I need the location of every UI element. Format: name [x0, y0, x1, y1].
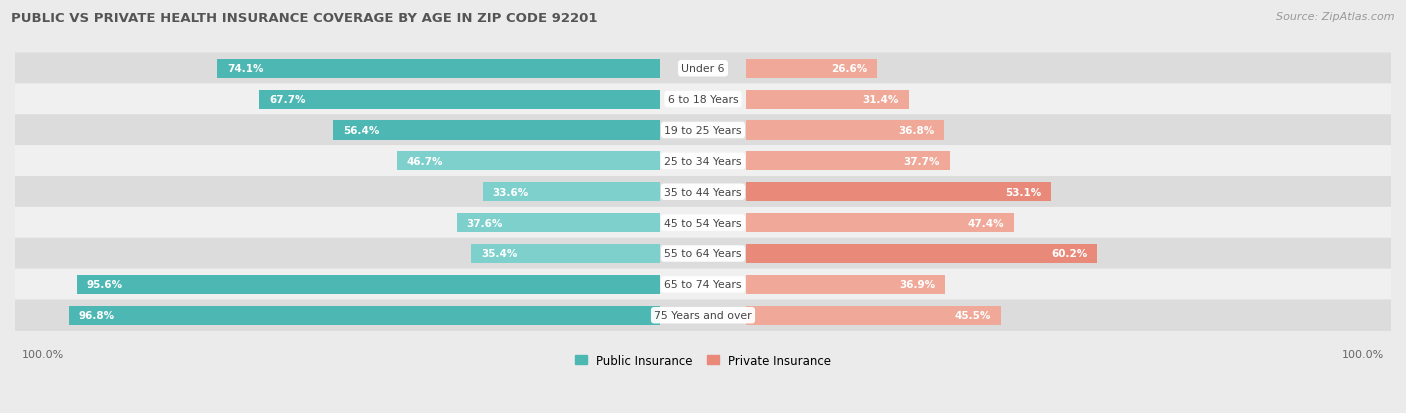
Bar — [396, 152, 661, 171]
Text: 67.7%: 67.7% — [269, 95, 305, 105]
FancyBboxPatch shape — [15, 176, 1391, 208]
Bar — [457, 214, 661, 233]
Text: PUBLIC VS PRIVATE HEALTH INSURANCE COVERAGE BY AGE IN ZIP CODE 92201: PUBLIC VS PRIVATE HEALTH INSURANCE COVER… — [11, 12, 598, 25]
Text: 36.9%: 36.9% — [898, 280, 935, 290]
Legend: Public Insurance, Private Insurance: Public Insurance, Private Insurance — [571, 349, 835, 371]
Text: 25 to 34 Years: 25 to 34 Years — [664, 157, 742, 166]
Bar — [333, 121, 661, 140]
Bar — [482, 183, 661, 202]
Bar — [745, 59, 877, 78]
FancyBboxPatch shape — [15, 269, 1391, 300]
Bar — [218, 59, 661, 78]
Text: 96.8%: 96.8% — [79, 311, 115, 320]
Text: 56.4%: 56.4% — [343, 126, 380, 135]
Text: 35 to 44 Years: 35 to 44 Years — [664, 187, 742, 197]
Text: 100.0%: 100.0% — [21, 349, 63, 359]
Text: 95.6%: 95.6% — [86, 280, 122, 290]
Bar — [259, 90, 661, 109]
FancyBboxPatch shape — [15, 238, 1391, 270]
Bar — [745, 275, 945, 294]
Bar — [69, 306, 661, 325]
Bar — [745, 244, 1098, 263]
Text: 31.4%: 31.4% — [862, 95, 898, 105]
Text: 36.8%: 36.8% — [898, 126, 935, 135]
Text: 33.6%: 33.6% — [492, 187, 529, 197]
Bar — [745, 152, 950, 171]
Text: 53.1%: 53.1% — [1005, 187, 1040, 197]
Bar — [745, 90, 908, 109]
Text: 74.1%: 74.1% — [228, 64, 264, 74]
Text: 55 to 64 Years: 55 to 64 Years — [664, 249, 742, 259]
Text: Source: ZipAtlas.com: Source: ZipAtlas.com — [1277, 12, 1395, 22]
FancyBboxPatch shape — [15, 207, 1391, 239]
Bar — [745, 306, 1001, 325]
Text: Under 6: Under 6 — [682, 64, 724, 74]
FancyBboxPatch shape — [15, 146, 1391, 177]
Bar — [745, 214, 1014, 233]
Bar — [76, 275, 661, 294]
FancyBboxPatch shape — [15, 84, 1391, 116]
FancyBboxPatch shape — [15, 115, 1391, 146]
Text: 26.6%: 26.6% — [831, 64, 868, 74]
Text: 65 to 74 Years: 65 to 74 Years — [664, 280, 742, 290]
Text: 60.2%: 60.2% — [1052, 249, 1088, 259]
FancyBboxPatch shape — [15, 300, 1391, 331]
Text: 37.7%: 37.7% — [904, 157, 941, 166]
Text: 19 to 25 Years: 19 to 25 Years — [664, 126, 742, 135]
Text: 100.0%: 100.0% — [1343, 349, 1385, 359]
Text: 75 Years and over: 75 Years and over — [654, 311, 752, 320]
Text: 37.6%: 37.6% — [467, 218, 503, 228]
Text: 35.4%: 35.4% — [481, 249, 517, 259]
Text: 6 to 18 Years: 6 to 18 Years — [668, 95, 738, 105]
Text: 46.7%: 46.7% — [406, 157, 443, 166]
FancyBboxPatch shape — [15, 53, 1391, 85]
Bar — [471, 244, 661, 263]
Bar — [745, 121, 943, 140]
Text: 45 to 54 Years: 45 to 54 Years — [664, 218, 742, 228]
Bar — [745, 183, 1050, 202]
Text: 47.4%: 47.4% — [967, 218, 1004, 228]
Text: 45.5%: 45.5% — [955, 311, 991, 320]
